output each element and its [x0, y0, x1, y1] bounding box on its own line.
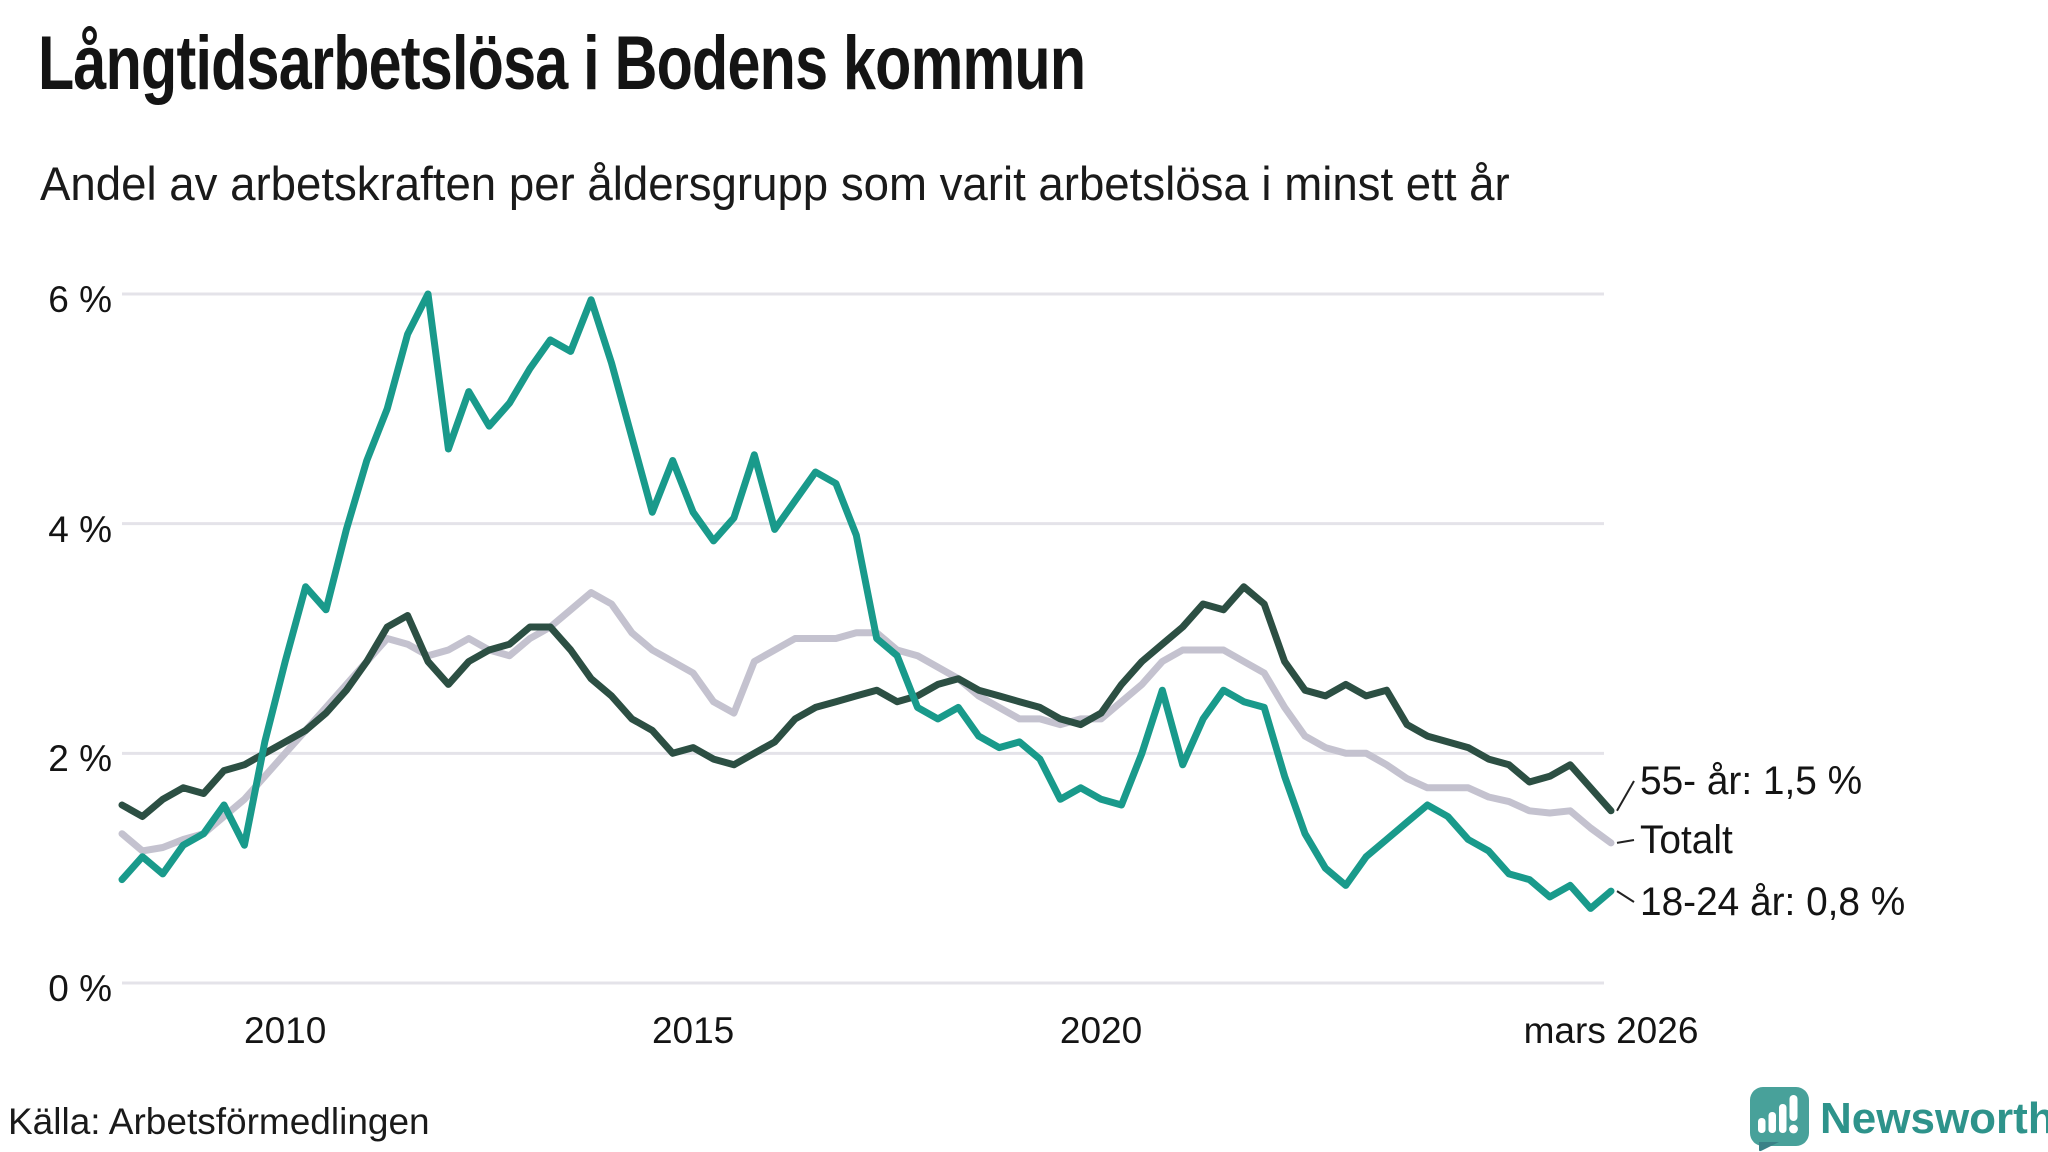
y-axis-label-4: 4 %	[48, 508, 112, 550]
series-line-18-24-r	[118, 290, 1615, 912]
label-leader-line	[1616, 890, 1635, 903]
newsworthy-speech-bubble-chart-icon	[1750, 1087, 1809, 1152]
y-axis-label-2: 2 %	[48, 738, 112, 780]
x-axis-label-2020: 2020	[1059, 1010, 1143, 1051]
x-axis-label-mars-2026: mars 2026	[1523, 1010, 1699, 1051]
series-line-55-r	[118, 583, 1615, 820]
series-line-totalt	[118, 589, 1615, 855]
y-axis-label-0: 0 %	[48, 968, 112, 1009]
page-title: Långtidsarbetslösa i Bodens kommun	[38, 21, 1086, 106]
label-leader-line	[1616, 839, 1635, 844]
label-leader-line	[1616, 780, 1635, 812]
series-end-label-55plus: 55- år: 1,5 %	[1640, 759, 1863, 803]
y-axis-label-6: 6 %	[48, 279, 112, 320]
page-subtitle: Andel av arbetskraften per åldersgrupp s…	[40, 157, 1510, 210]
series-end-label-18-24: 18-24 år: 0,8 %	[1640, 880, 1906, 924]
source-attribution: Källa: Arbetsförmedlingen	[8, 1101, 430, 1142]
newsworthy-wordmark: Newsworthy	[1820, 1094, 2048, 1143]
newsworthy-logo: Newsworthy	[1749, 1086, 2048, 1152]
series-end-label-total: Totalt	[1640, 818, 1733, 862]
x-axis-label-2015: 2015	[651, 1010, 735, 1051]
x-axis-label-2010: 2010	[244, 1010, 327, 1051]
